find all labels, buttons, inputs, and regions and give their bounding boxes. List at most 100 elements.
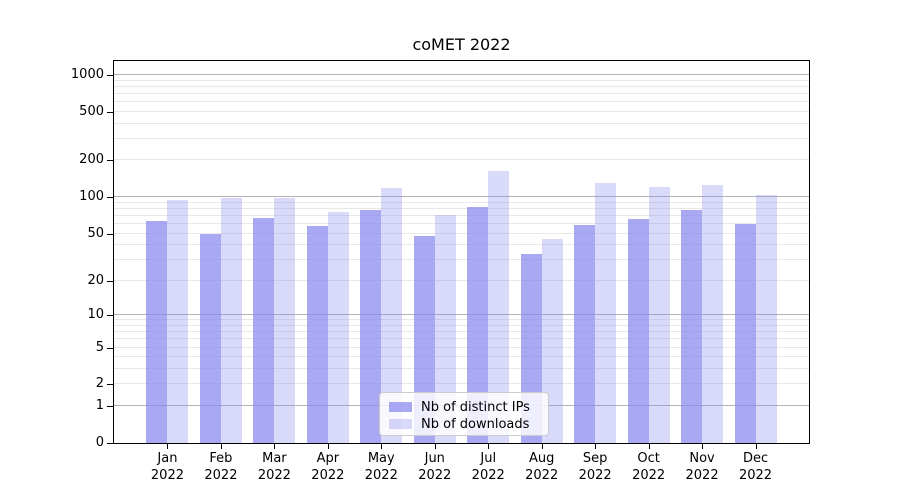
y-tick-mark (107, 280, 113, 282)
legend-swatch-downloads (389, 419, 412, 429)
bar-distinct-ips-dec (734, 224, 756, 443)
legend-label-distinct-ips: Nb of distinct IPs (421, 399, 530, 415)
gridline-major (114, 314, 809, 316)
x-tick-label: Oct 2022 (632, 451, 666, 483)
x-tick-label: Nov 2022 (685, 451, 719, 483)
x-tick-label: Jul 2022 (471, 451, 505, 483)
bar-downloads-oct (648, 186, 670, 443)
y-tick-label: 1 (95, 398, 104, 414)
legend-item-distinct-ips: Nb of distinct IPs (389, 399, 540, 415)
y-tick-label: 5 (95, 339, 104, 355)
gridline-minor (114, 122, 809, 124)
y-tick-mark (107, 347, 113, 349)
x-tick-label: Jan 2022 (150, 451, 184, 483)
y-tick-label: 2 (95, 376, 104, 392)
gridline-minor (114, 101, 809, 103)
x-tick-label: Aug 2022 (525, 451, 559, 483)
bar-downloads-feb (220, 198, 242, 443)
gridline-major (114, 196, 809, 198)
y-tick-mark (107, 443, 113, 444)
gridline-minor (114, 259, 809, 261)
gridline-minor (114, 232, 809, 234)
x-tick-mark (381, 444, 383, 449)
y-tick-mark (107, 406, 113, 408)
gridline-major (114, 73, 809, 75)
x-tick-mark (541, 444, 543, 449)
x-tick-label: Dec 2022 (738, 451, 773, 483)
bar-downloads-mar (274, 197, 296, 443)
x-tick-mark (220, 444, 222, 449)
bar-downloads-jun (434, 215, 456, 443)
gridline-minor (114, 79, 809, 81)
x-tick-mark (488, 444, 490, 449)
gridline-minor (114, 110, 809, 112)
gridline-minor (114, 324, 809, 326)
x-tick-mark (648, 444, 650, 449)
gridline-minor (114, 223, 809, 224)
y-tick-label: 20 (87, 272, 104, 288)
y-tick-mark (107, 197, 113, 199)
bar-downloads-nov (702, 184, 724, 443)
gridline-minor (114, 368, 809, 370)
x-tick-mark (755, 444, 757, 449)
x-tick-label: Mar 2022 (257, 451, 291, 483)
y-tick-label: 10 (87, 307, 104, 323)
x-tick-label: Feb 2022 (204, 451, 238, 483)
gridline-minor (114, 244, 809, 246)
bar-distinct-ips-mar (253, 218, 275, 443)
y-tick-label: 1000 (70, 66, 104, 82)
legend-swatch-distinct-ips (389, 402, 412, 412)
gridline-minor (114, 356, 809, 358)
x-tick-label: Sep 2022 (578, 451, 612, 483)
x-tick-mark (327, 444, 329, 449)
bar-distinct-ips-apr (306, 225, 328, 443)
bar-distinct-ips-oct (627, 219, 649, 443)
plot-area (113, 60, 810, 444)
legend-item-downloads: Nb of downloads (389, 416, 540, 432)
y-tick-mark (107, 74, 113, 76)
bar-downloads-may (381, 187, 403, 443)
y-tick-label: 200 (79, 152, 104, 168)
gridline-minor (114, 383, 809, 385)
gridline-minor (114, 338, 809, 340)
bar-downloads-sep (595, 183, 617, 443)
y-tick-label: 500 (79, 103, 104, 119)
x-tick-mark (595, 444, 597, 449)
bar-downloads-jan (167, 200, 189, 443)
bar-downloads-apr (327, 212, 349, 443)
gridline-minor (114, 92, 809, 94)
gridline-minor (114, 137, 809, 139)
gridline-minor (114, 331, 809, 333)
x-tick-mark (702, 444, 704, 449)
y-tick-label: 0 (95, 435, 104, 450)
y-tick-mark (107, 111, 113, 113)
bar-distinct-ips-jan (146, 221, 168, 443)
gridline-minor (114, 201, 809, 203)
y-tick-mark (107, 315, 113, 317)
bar-distinct-ips-may (360, 210, 382, 443)
bar-downloads-jul (488, 170, 510, 443)
y-tick-mark (107, 233, 113, 235)
x-tick-mark (434, 444, 436, 449)
x-tick-label: May 2022 (364, 451, 398, 483)
gridline-minor (114, 159, 809, 161)
bar-distinct-ips-jul (467, 206, 489, 443)
x-tick-label: Jun 2022 (418, 451, 452, 483)
gridline-minor (114, 279, 809, 281)
x-tick-mark (167, 444, 169, 449)
y-tick-mark (107, 384, 113, 386)
x-tick-mark (274, 444, 276, 449)
bar-distinct-ips-nov (681, 209, 703, 443)
legend: Nb of distinct IPs Nb of downloads (379, 392, 549, 436)
bar-distinct-ips-feb (199, 233, 221, 443)
x-tick-label: Apr 2022 (311, 451, 345, 483)
legend-label-downloads: Nb of downloads (421, 416, 530, 432)
gridline-minor (114, 214, 809, 216)
gridline-minor (114, 85, 809, 87)
y-tick-mark (107, 160, 113, 162)
chart-title: coMET 2022 (412, 35, 511, 54)
gridline-minor (114, 319, 809, 321)
bar-distinct-ips-jun (413, 235, 435, 443)
y-tick-label: 50 (87, 225, 104, 241)
